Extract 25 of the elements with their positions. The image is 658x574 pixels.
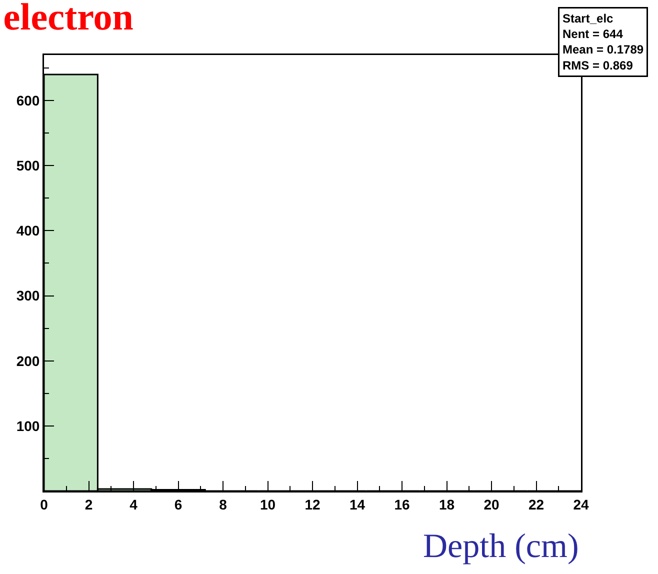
text: Start_elc xyxy=(562,12,614,26)
y-tick-label: 100 xyxy=(16,418,40,434)
annotation: Mean = 0.1789 xyxy=(562,42,644,57)
x-tick-label: 2 xyxy=(84,496,93,512)
x-tick-label: 4 xyxy=(130,496,138,512)
y-tick-label: 300 xyxy=(16,288,40,304)
x-tick-label: 6 xyxy=(174,496,182,512)
x-tick-label: 24 xyxy=(573,496,589,512)
x-tick-label: 16 xyxy=(394,496,410,512)
x-tick-label: 18 xyxy=(438,496,455,512)
y-tick-label: 500 xyxy=(16,158,40,174)
x-tick-label: 22 xyxy=(528,496,544,512)
x-tick-label: 14 xyxy=(349,496,366,512)
y-tick-label: 400 xyxy=(16,222,40,239)
annotation: RMS = 0.869 xyxy=(562,58,634,72)
x-tick-label: 20 xyxy=(484,496,500,512)
text: Nent = 644 xyxy=(562,27,624,42)
y-tick-label: 600 xyxy=(16,92,40,108)
x-tick-label: 10 xyxy=(260,496,276,512)
x-tick-label: 8 xyxy=(219,496,228,512)
y-tick-label: 200 xyxy=(16,352,40,369)
x-tick-label: 0 xyxy=(40,496,48,512)
chart-title: electron xyxy=(3,0,134,38)
x-axis-title: Depth (cm) xyxy=(423,528,579,565)
x-tick-label: 12 xyxy=(304,496,320,512)
